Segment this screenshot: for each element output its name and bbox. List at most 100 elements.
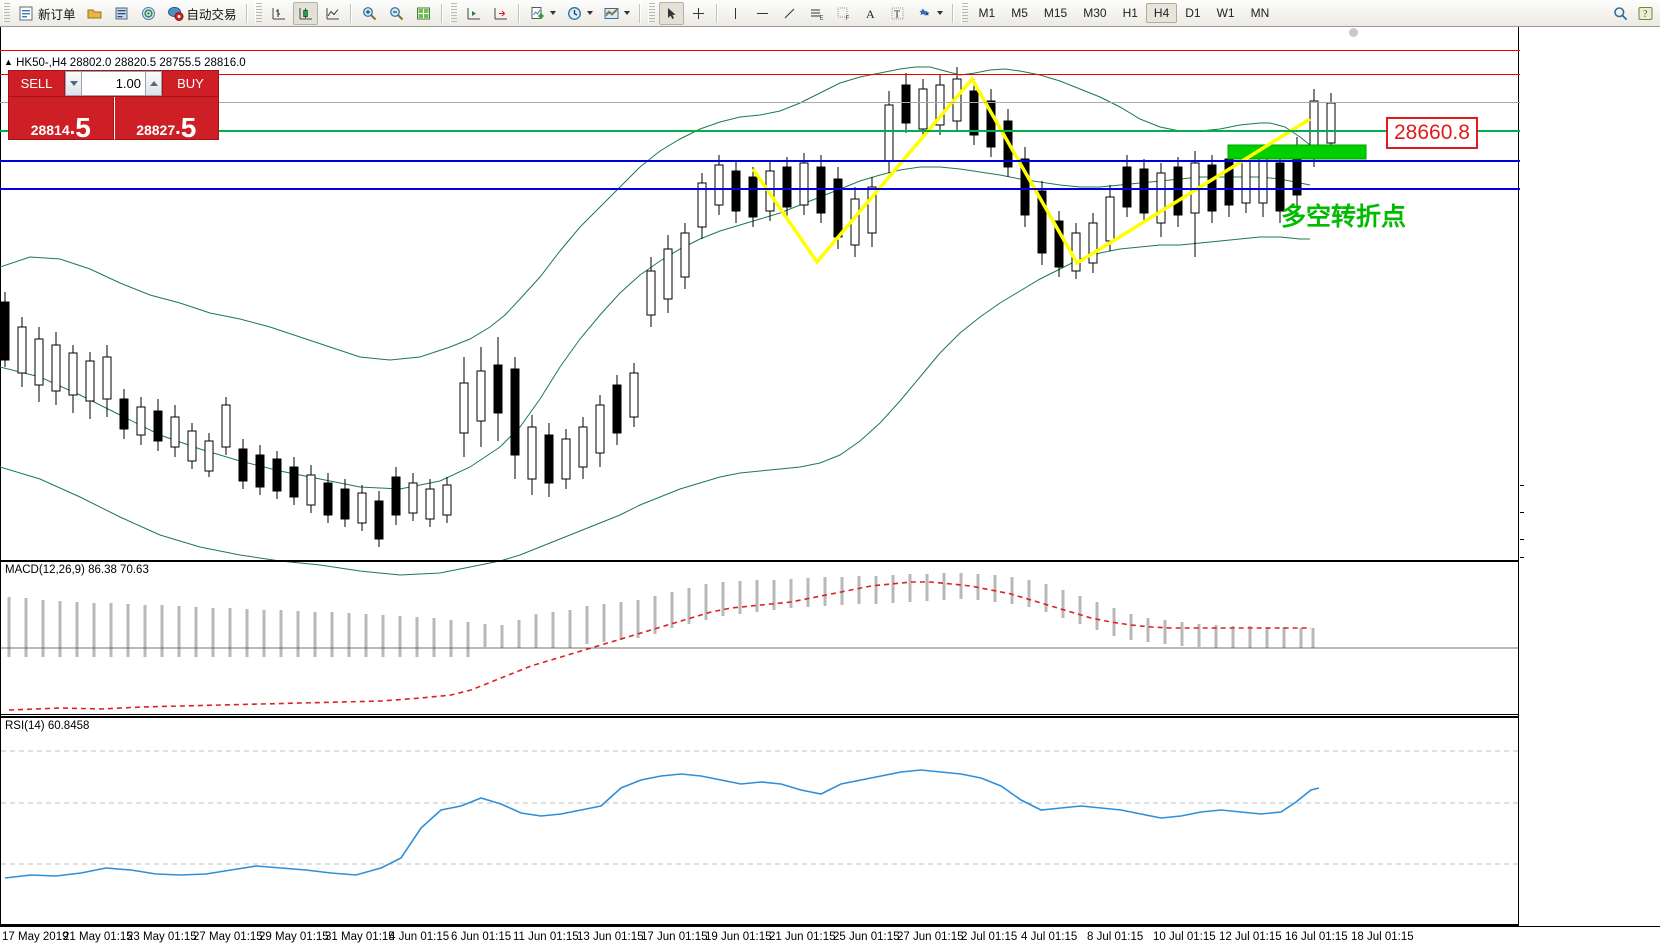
fibonacci-button[interactable]: E (804, 2, 829, 25)
candlestick-chart-button[interactable] (292, 1, 318, 25)
auto-scroll-icon (492, 5, 509, 22)
timeframe-m5[interactable]: M5 (1011, 6, 1028, 20)
chevron-down-icon[interactable] (586, 11, 593, 15)
cursor-button[interactable] (658, 1, 684, 25)
price-axis[interactable]: 29069.9 28956.6 28895.0 28816.0 28733.0 … (1520, 27, 1660, 925)
chevron-down-icon[interactable] (549, 11, 556, 15)
volume-stepper[interactable]: 1.00 (65, 70, 162, 97)
auto-scroll-button[interactable] (488, 2, 513, 25)
timeframe-m15[interactable]: M15 (1043, 6, 1068, 20)
price-label-resistance-2[interactable]: 28956.6 (1530, 68, 1576, 82)
chevron-down-icon[interactable] (936, 11, 943, 15)
tile-windows-button[interactable] (411, 2, 436, 25)
time-label: 19 Jun 01:15 (705, 931, 772, 943)
buy-button[interactable]: BUY (162, 70, 219, 97)
help-icon[interactable]: ? (1637, 5, 1654, 22)
sell-button[interactable]: SELL (8, 70, 65, 97)
search-icon[interactable] (1612, 5, 1629, 22)
vertical-line-button[interactable] (723, 2, 748, 25)
symbol-header: ▲ HK50-,H4 28802.0 28820.5 28755.5 28816… (4, 57, 246, 69)
macd-axis-max: 379.46 (1532, 560, 1566, 572)
chart-frame (0, 27, 1519, 925)
time-label: 4 Jun 01:15 (389, 931, 450, 943)
rsi-label: RSI(14) 60.8458 (5, 720, 90, 732)
timeframe-grip[interactable] (960, 3, 968, 23)
volume-input[interactable]: 1.00 (82, 71, 145, 96)
level-line-target[interactable] (0, 130, 1520, 132)
horizontal-line-button[interactable] (750, 2, 775, 25)
period-button[interactable] (562, 2, 597, 25)
price-line-handle-resistance-2[interactable] (1521, 70, 1528, 77)
folder-button[interactable] (82, 2, 107, 25)
collapse-arrow-icon[interactable]: ▲ (4, 57, 13, 67)
crosshair-button[interactable] (686, 2, 711, 25)
price-label-resistance-1[interactable]: 29069.9 (1530, 44, 1576, 58)
level-line-resistance-2[interactable] (0, 74, 1520, 75)
time-label: 29 May 01:15 (259, 931, 329, 943)
toolbar-grip[interactable] (3, 3, 10, 23)
buy-price-box[interactable]: 28827 . 5 (113, 97, 219, 142)
draw-grip[interactable] (647, 3, 655, 23)
macd-histogram (7, 573, 1315, 657)
templates-icon (603, 5, 620, 22)
line-chart-button[interactable] (320, 2, 345, 25)
price-label-28733: 28733.0 (1532, 118, 1572, 130)
price-line-handle-support-2[interactable] (1521, 225, 1528, 232)
chinese-annotation[interactable]: 多空转折点 (1281, 203, 1407, 231)
candlestick-chart-icon (297, 5, 314, 22)
price-label-target[interactable]: 28660.8 (1530, 149, 1576, 163)
indicator-add-button[interactable] (525, 2, 560, 25)
time-label: 27 May 01:15 (193, 931, 263, 943)
chevron-down-icon[interactable] (623, 11, 630, 15)
chart-scroll-handle[interactable] (1349, 28, 1358, 37)
shapes-button[interactable] (912, 2, 947, 25)
signals-button[interactable] (136, 2, 161, 25)
buy-price-separator: . (175, 117, 181, 139)
volume-decrement-button[interactable] (65, 71, 82, 96)
shift-grip[interactable] (449, 3, 457, 23)
data-window-button[interactable] (109, 2, 134, 25)
new-order-button[interactable]: 新订单 (14, 2, 80, 25)
text-label-button[interactable]: T (885, 2, 910, 25)
channel-button[interactable]: F (831, 2, 856, 25)
level-line-resistance-1[interactable] (0, 50, 1520, 51)
timeframe-h4[interactable]: H4 (1145, 3, 1178, 23)
timeframe-m30[interactable]: M30 (1083, 6, 1107, 20)
one-click-trading-panel[interactable]: SELL 1.00 BUY 28814 . 5 28827 . 5 (8, 70, 219, 142)
data-window-icon (113, 5, 130, 22)
price-tick (1521, 297, 1525, 298)
macd-subwindow[interactable]: MACD(12,26,9) 86.38 70.63 (0, 560, 1519, 715)
level-line-support-1[interactable] (0, 160, 1520, 162)
target-price-tag[interactable]: 28660.8 (1386, 117, 1478, 149)
chart-area[interactable]: ▲ HK50-,H4 28802.0 28820.5 28755.5 28816… (0, 27, 1660, 952)
main-price-chart[interactable] (0, 27, 1519, 587)
price-line-handle-resistance-1[interactable] (1521, 46, 1528, 53)
time-label: 2 Jul 01:15 (961, 931, 1018, 943)
price-label-support-2[interactable]: 28355.3 (1530, 223, 1576, 237)
trendline-button[interactable] (777, 2, 802, 25)
price-tick (1521, 207, 1525, 208)
timeframe-m1[interactable]: M1 (978, 6, 996, 20)
price-tick (1521, 513, 1525, 514)
timeframe-d1[interactable]: D1 (1185, 6, 1201, 20)
timeframe-w1[interactable]: W1 (1216, 6, 1235, 20)
templates-button[interactable] (599, 2, 634, 25)
chart-type-grip[interactable] (254, 3, 262, 23)
rsi-subwindow[interactable]: RSI(14) 60.8458 (0, 716, 1519, 926)
price-line-handle-support-1[interactable] (1521, 194, 1528, 201)
level-line-support-2[interactable] (0, 188, 1520, 190)
market-button[interactable]: 自动交易 (163, 2, 241, 25)
timeframe-h1[interactable]: H1 (1122, 6, 1138, 20)
volume-increment-button[interactable] (145, 71, 162, 96)
sell-price-box[interactable]: 28814 . 5 (8, 97, 114, 142)
text-button[interactable]: A (858, 2, 883, 25)
time-label: 25 Jun 01:15 (833, 931, 900, 943)
time-axis[interactable]: 17 May 2019 21 May 01:15 23 May 01:15 27… (0, 926, 1660, 952)
zoom-out-button[interactable] (384, 2, 409, 25)
price-label-support-1[interactable]: 28498.2 (1530, 192, 1576, 206)
bar-chart-button[interactable] (266, 2, 291, 25)
zoom-in-button[interactable] (357, 2, 382, 25)
timeframe-mn[interactable]: MN (1250, 6, 1270, 20)
price-line-handle-target[interactable] (1521, 126, 1528, 133)
chart-shift-button[interactable] (461, 2, 486, 25)
